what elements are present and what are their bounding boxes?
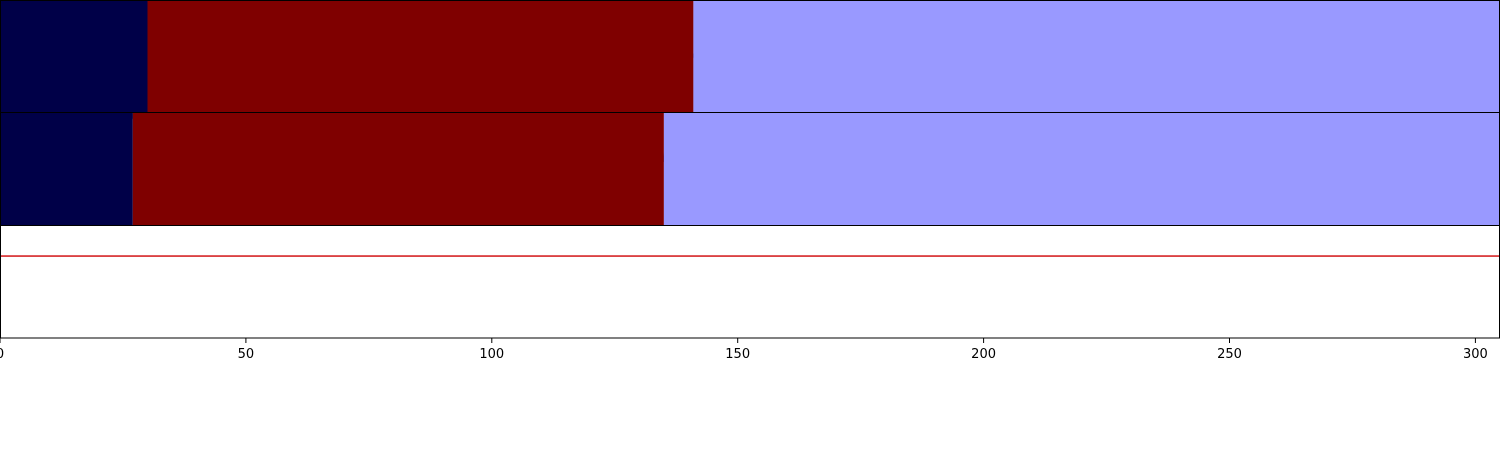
x-tick-label: 50: [238, 347, 255, 362]
band-1-segment-2: [663, 113, 1500, 225]
x-tick-label: 250: [1217, 347, 1242, 362]
x-tick-label: 0: [0, 347, 4, 362]
band-0-segment-1: [147, 0, 694, 112]
x-axis: 0 50 100 150 200 250 300: [0, 338, 1488, 362]
x-tick-label: 100: [479, 347, 504, 362]
band-1-segment-0: [0, 113, 133, 225]
x-tick-label: 200: [971, 347, 996, 362]
segment-bands: [0, 0, 1500, 225]
x-tick-label: 150: [725, 347, 750, 362]
x-tick-label: 300: [1463, 347, 1488, 362]
band-0-segment-2: [693, 0, 1500, 112]
band-1-segment-1: [132, 113, 664, 225]
band-0-segment-0: [0, 0, 148, 112]
